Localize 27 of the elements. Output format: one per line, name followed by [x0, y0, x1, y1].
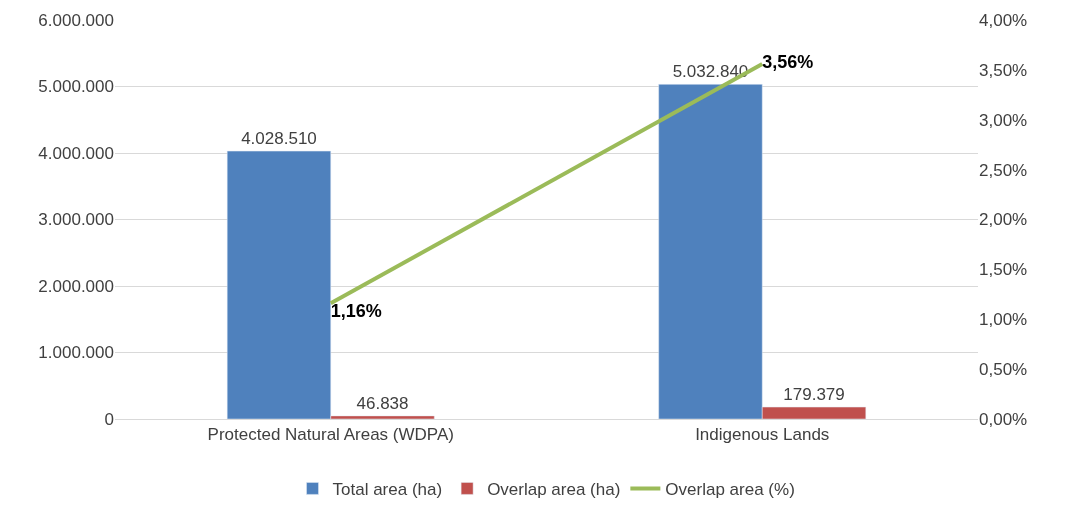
y2-tick-label: 2,00%	[979, 210, 1028, 230]
y2-tick-label: 0,50%	[979, 360, 1028, 380]
y-tick-label: 6.000.000	[38, 10, 114, 30]
legend-label: Overlap area (ha)	[487, 480, 621, 500]
y-tick-label: 3.000.000	[38, 210, 114, 230]
data-label: 3,56%	[762, 52, 814, 73]
legend-label: Overlap area (%)	[665, 480, 795, 500]
y-tick-label: 4.000.000	[38, 143, 114, 163]
data-label: 4.028.510	[241, 129, 317, 149]
y2-tick-label: 0,00%	[979, 409, 1028, 429]
y-tick-label: 2.000.000	[38, 276, 114, 296]
y-tick-label: 1.000.000	[38, 343, 114, 363]
y-tick-label: 0	[104, 409, 114, 429]
y2-tick-label: 1,50%	[979, 260, 1028, 280]
data-label: 1,16%	[330, 300, 382, 321]
legend-label: Total area (ha)	[332, 480, 443, 500]
y2-tick-label: 3,50%	[979, 60, 1028, 80]
data-label: 179.379	[783, 385, 845, 405]
data-label: 5.032.840	[672, 62, 749, 82]
y2-tick-label: 2,50%	[979, 160, 1028, 180]
y2-tick-label: 1,00%	[979, 310, 1028, 330]
data-label: 46.838	[356, 393, 409, 413]
x-tick-label: Indigenous Lands	[695, 425, 830, 445]
y2-tick-label: 3,00%	[979, 110, 1028, 130]
y2-tick-label: 4,00%	[979, 10, 1028, 30]
x-tick-label: Protected Natural Areas (WDPA)	[207, 425, 454, 445]
y-tick-label: 5.000.000	[38, 77, 114, 97]
